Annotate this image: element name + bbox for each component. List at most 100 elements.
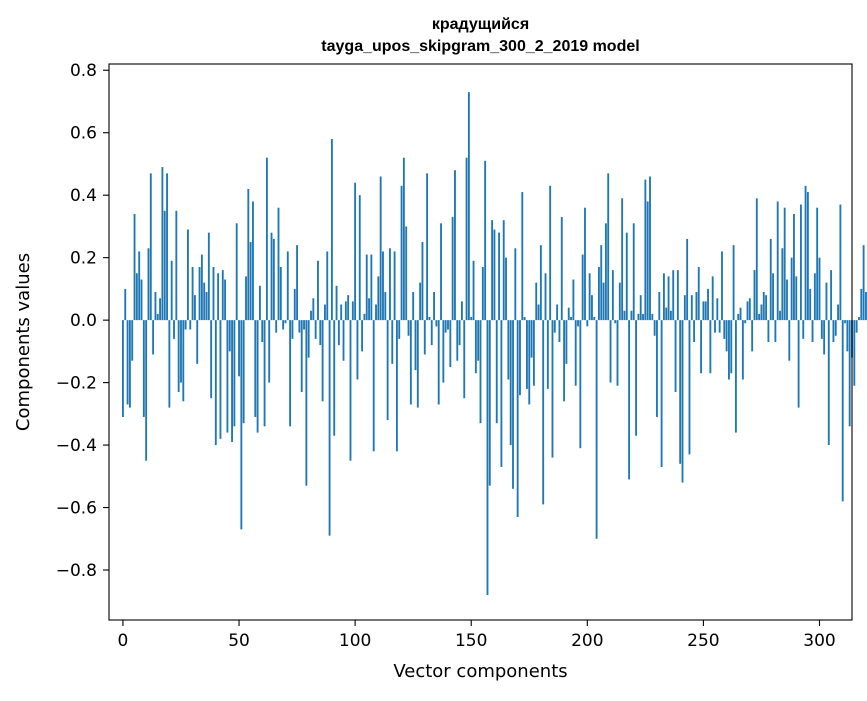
y-tick-label: −0.2 [56, 374, 97, 394]
bar-component-13 [152, 320, 155, 355]
bar-component-142 [451, 217, 454, 321]
bar-component-85 [319, 320, 322, 346]
bar-component-7 [138, 251, 141, 321]
bar-component-299 [816, 207, 819, 321]
bar-component-166 [507, 320, 510, 380]
bar-component-21 [170, 260, 173, 321]
bar-component-249 [700, 320, 703, 374]
bar-component-302 [823, 320, 826, 355]
bar-component-36 [205, 292, 208, 321]
bar-component-27 [184, 320, 187, 330]
bar-component-3 [128, 320, 131, 408]
bar-component-193 [570, 317, 572, 321]
bar-component-79 [305, 320, 308, 486]
bar-component-117 [393, 251, 396, 321]
bar-component-170 [516, 320, 519, 517]
bar-component-309 [839, 204, 842, 321]
bar-component-81 [310, 310, 312, 321]
bar-component-17 [161, 167, 164, 321]
bar-component-161 [495, 320, 498, 424]
bar-component-164 [502, 220, 505, 321]
y-tick-label: 0.0 [70, 311, 97, 331]
bar-component-290 [795, 276, 798, 321]
bar-component-203 [593, 317, 596, 321]
bar-component-129 [421, 242, 424, 321]
bar-component-291 [797, 320, 800, 408]
bar-component-275 [760, 304, 763, 321]
bar-component-182 [544, 273, 547, 321]
bar-component-279 [769, 238, 772, 321]
bar-component-254 [711, 276, 714, 321]
y-tick-label: 0.8 [70, 61, 97, 81]
bar-component-101 [356, 320, 359, 380]
bar-component-175 [528, 320, 531, 405]
bar-component-1 [124, 288, 127, 321]
bar-component-201 [588, 273, 591, 321]
bar-component-231 [658, 292, 661, 321]
x-tick-label: 300 [803, 631, 835, 651]
bar-component-128 [419, 282, 422, 321]
bar-component-124 [409, 320, 412, 405]
bar-component-168 [512, 320, 514, 489]
bar-component-146 [461, 301, 463, 321]
y-axis-label: Components values [13, 253, 34, 431]
bar-component-107 [370, 254, 373, 321]
bar-component-70 [284, 320, 287, 324]
bar-component-319 [862, 245, 865, 321]
bar-component-110 [377, 276, 380, 321]
bar-component-87 [324, 304, 326, 321]
bar-component-297 [811, 320, 814, 342]
bar-component-313 [848, 320, 851, 427]
bar-component-289 [793, 213, 795, 321]
bar-component-293 [802, 320, 805, 339]
bar-component-114 [386, 320, 389, 421]
bar-component-261 [728, 320, 730, 380]
bar-component-239 [676, 270, 679, 321]
bar-component-119 [398, 320, 401, 339]
bar-component-178 [535, 282, 538, 321]
bar-component-34 [200, 254, 203, 321]
bar-component-221 [635, 320, 637, 436]
bar-component-135 [435, 320, 438, 327]
bar-component-67 [277, 207, 280, 321]
bar-component-172 [521, 192, 524, 321]
bar-component-195 [574, 320, 577, 386]
bar-component-74 [293, 288, 296, 321]
bar-component-131 [426, 173, 429, 321]
bar-component-184 [549, 185, 552, 321]
bar-component-169 [514, 248, 517, 321]
bar-component-14 [154, 292, 157, 321]
bar-component-271 [751, 320, 754, 352]
bar-component-258 [721, 251, 723, 321]
bar-component-149 [467, 92, 470, 321]
y-ticks-group: −0.8 −0.6 −0.4 −0.2 0.0 0.2 0.4 0.6 0.8 [56, 61, 109, 581]
x-tick-label: 200 [571, 631, 603, 651]
bar-component-72 [289, 320, 292, 427]
bar-component-71 [286, 251, 289, 321]
bar-component-198 [581, 254, 584, 321]
bar-component-268 [744, 320, 747, 324]
bar-component-285 [783, 207, 786, 321]
bar-component-84 [317, 260, 319, 321]
bar-component-274 [758, 313, 761, 321]
bar-component-155 [481, 267, 484, 321]
bar-component-320 [865, 292, 867, 321]
bar-component-16 [159, 298, 162, 321]
bar-component-185 [551, 320, 554, 458]
bar-component-165 [505, 257, 507, 321]
bar-component-61 [263, 320, 266, 427]
bar-component-109 [375, 304, 377, 321]
bar-component-167 [509, 320, 512, 446]
bar-component-186 [553, 320, 556, 333]
bar-component-248 [697, 267, 700, 321]
bar-component-152 [474, 320, 477, 374]
bar-component-211 [611, 270, 614, 321]
bar-component-118 [395, 320, 398, 452]
bar-component-264 [734, 320, 737, 433]
bar-component-150 [470, 317, 473, 321]
bar-component-205 [597, 267, 600, 321]
bar-component-259 [723, 320, 726, 339]
bar-component-156 [484, 160, 487, 321]
bar-component-39 [212, 267, 215, 321]
